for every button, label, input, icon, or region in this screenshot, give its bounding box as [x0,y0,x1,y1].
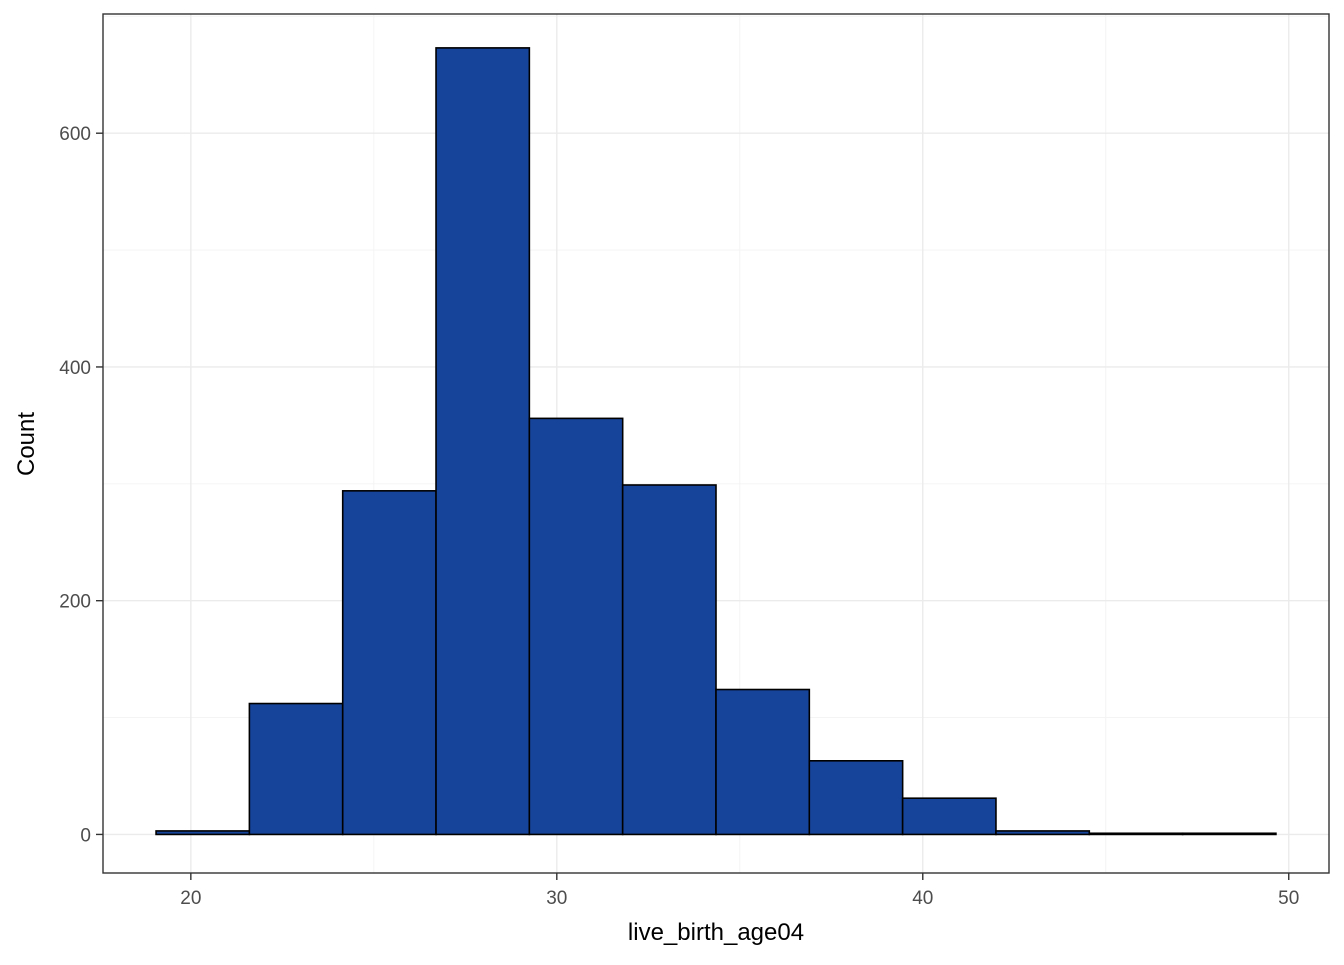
x-tick-label: 30 [546,888,567,909]
x-tick-label: 40 [912,888,933,909]
y-tick-label: 200 [59,592,91,613]
histogram-bar [1181,832,1277,836]
histogram-bar [995,830,1091,836]
histogram-bar [341,490,437,836]
y-axis-ticks: 0 200 400 600 [59,124,103,846]
histogram-bar [715,688,811,836]
histogram-bar [248,702,344,836]
histogram-bar [435,47,531,836]
x-tick-label: 20 [180,888,201,909]
histogram-bar [901,797,997,836]
histogram-bar [621,484,717,836]
y-tick-label: 0 [80,825,91,846]
histogram-bar [1088,832,1184,836]
histogram-bar [808,760,904,836]
x-axis-ticks: 20 30 40 50 [180,873,1299,909]
x-tick-label: 50 [1278,888,1299,909]
histogram-bar [155,830,251,836]
histogram-bars [155,47,1277,836]
y-axis-title: Count [13,412,40,476]
panel-border [102,13,1330,874]
grid-lines [103,14,1329,873]
x-axis-title: live_birth_age04 [628,919,804,946]
y-tick-label: 600 [59,124,91,145]
histogram-bar [528,417,624,836]
y-tick-label: 400 [59,358,91,379]
